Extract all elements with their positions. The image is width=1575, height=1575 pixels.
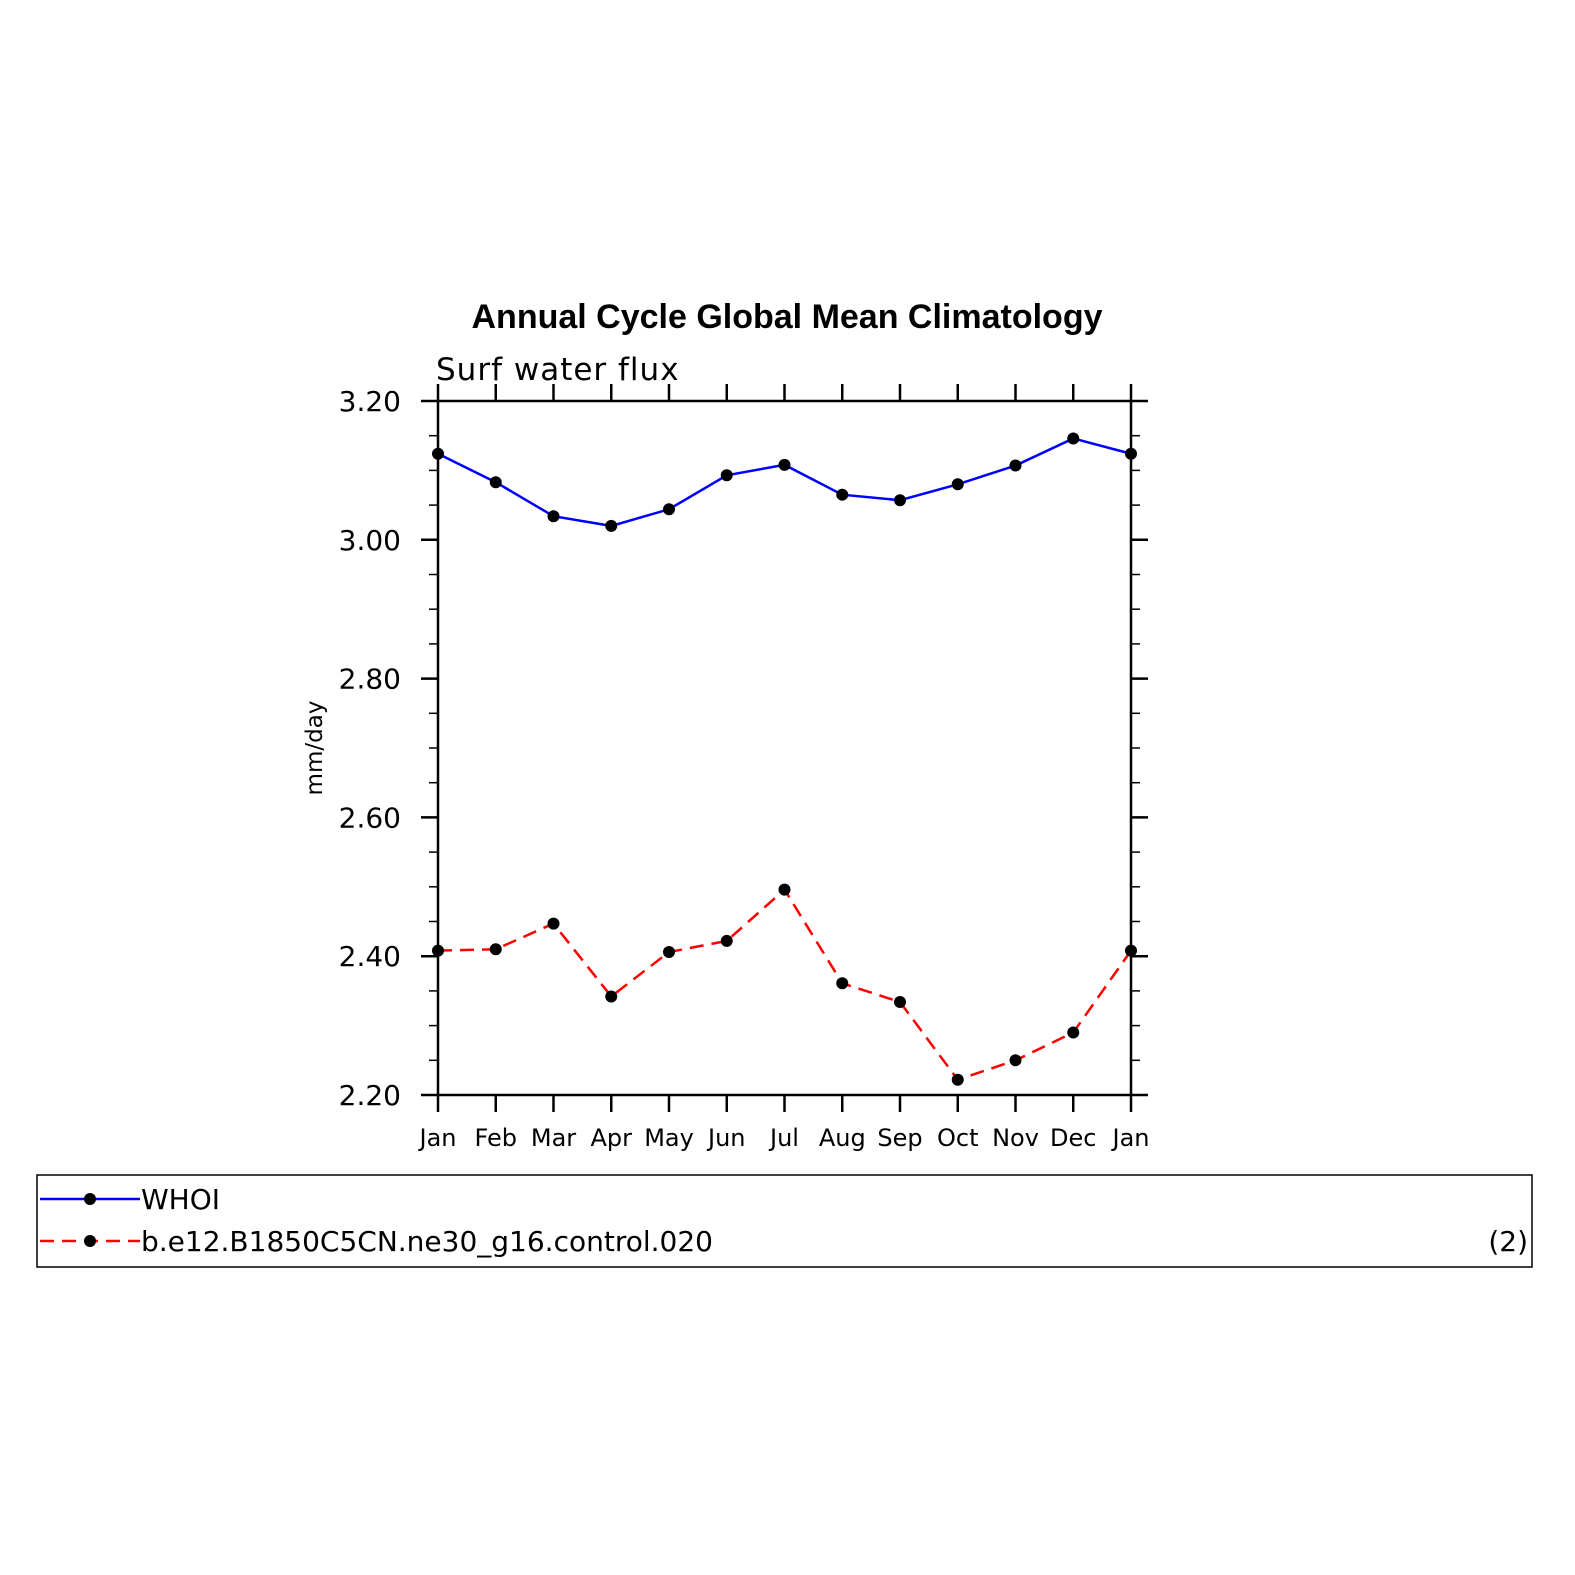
- series-1-point: [894, 494, 906, 507]
- legend-marker-2: [84, 1235, 96, 1247]
- x-tick-label: Dec: [1050, 1124, 1096, 1152]
- series-2-point: [663, 946, 675, 959]
- y-tick-label: 3.00: [339, 524, 401, 557]
- series-1-point: [951, 478, 964, 491]
- x-tick-label: Jul: [768, 1124, 799, 1152]
- x-tick-labels: Jan Feb Mar Apr May Jun Jul Aug Sep Oct Nov Dec Jan: [418, 1124, 1150, 1152]
- series-1-point: [489, 476, 502, 489]
- x-tick-label: Oct: [937, 1124, 979, 1152]
- chart-subtitle: Surf water flux: [436, 352, 680, 388]
- series-2-point: [894, 996, 906, 1009]
- series-1-point: [778, 458, 791, 471]
- legend-note: (2): [1488, 1225, 1528, 1258]
- series-2-point: [951, 1073, 964, 1086]
- y-tick-labels: 3.20 3.00 2.80 2.60 2.40 2.20: [339, 385, 401, 1112]
- series-2-point: [778, 883, 791, 896]
- y-axis-label: mm/day: [302, 701, 328, 796]
- legend-box: [36, 1174, 1533, 1268]
- series-2-point: [1067, 1026, 1080, 1039]
- series-2-point: [547, 917, 560, 930]
- y-tick-label: 2.40: [339, 940, 401, 973]
- series-1-point: [605, 519, 618, 532]
- axes: [421, 384, 1148, 1112]
- series-2-point: [836, 977, 849, 990]
- series-1-point: [547, 510, 560, 523]
- series-line-1: [437, 437, 1132, 528]
- series-1-point: [1009, 459, 1022, 472]
- series-2-point: [1009, 1054, 1022, 1067]
- x-tick-label: Feb: [475, 1124, 518, 1152]
- legend-items: WHOI b.e12.B1850C5CN.ne30_g16.control.020: [40, 1183, 713, 1258]
- y-tick-label: 2.20: [339, 1079, 401, 1112]
- x-tick-label: May: [644, 1124, 694, 1152]
- x-tick-label: Jun: [706, 1124, 746, 1152]
- series-2-point: [1125, 944, 1137, 957]
- series-2-point: [605, 990, 618, 1003]
- x-tick-label: Jan: [418, 1124, 457, 1152]
- series-1-point: [432, 447, 444, 460]
- series-1-point: [836, 488, 849, 501]
- legend-marker-1: [84, 1193, 96, 1205]
- series-1-point: [1125, 447, 1137, 460]
- series-layer: [432, 432, 1137, 1086]
- series-2-point: [489, 943, 502, 956]
- series-1-point: [1067, 432, 1080, 445]
- y-tick-label: 2.60: [339, 801, 401, 834]
- legend: WHOI b.e12.B1850C5CN.ne30_g16.control.020…: [36, 1174, 1533, 1268]
- y-tick-label: 2.80: [339, 663, 401, 696]
- x-tick-label: Mar: [531, 1124, 576, 1152]
- chart-title: Annual Cycle Global Mean Climatology: [472, 298, 1103, 336]
- series-2-point: [432, 944, 444, 957]
- series-2-point: [720, 934, 733, 947]
- legend-label-1: WHOI: [141, 1183, 220, 1216]
- x-tick-label: Nov: [992, 1124, 1039, 1152]
- series-line-2: [437, 887, 1133, 1082]
- series-1-point: [720, 469, 733, 482]
- x-tick-label: Apr: [590, 1124, 632, 1152]
- legend-label-2: b.e12.B1850C5CN.ne30_g16.control.020: [141, 1225, 713, 1258]
- x-tick-label: Jan: [1111, 1124, 1150, 1152]
- series-1-point: [663, 503, 675, 516]
- x-tick-label: Aug: [819, 1124, 866, 1152]
- x-tick-label: Sep: [877, 1124, 922, 1152]
- y-tick-label: 3.20: [339, 385, 401, 418]
